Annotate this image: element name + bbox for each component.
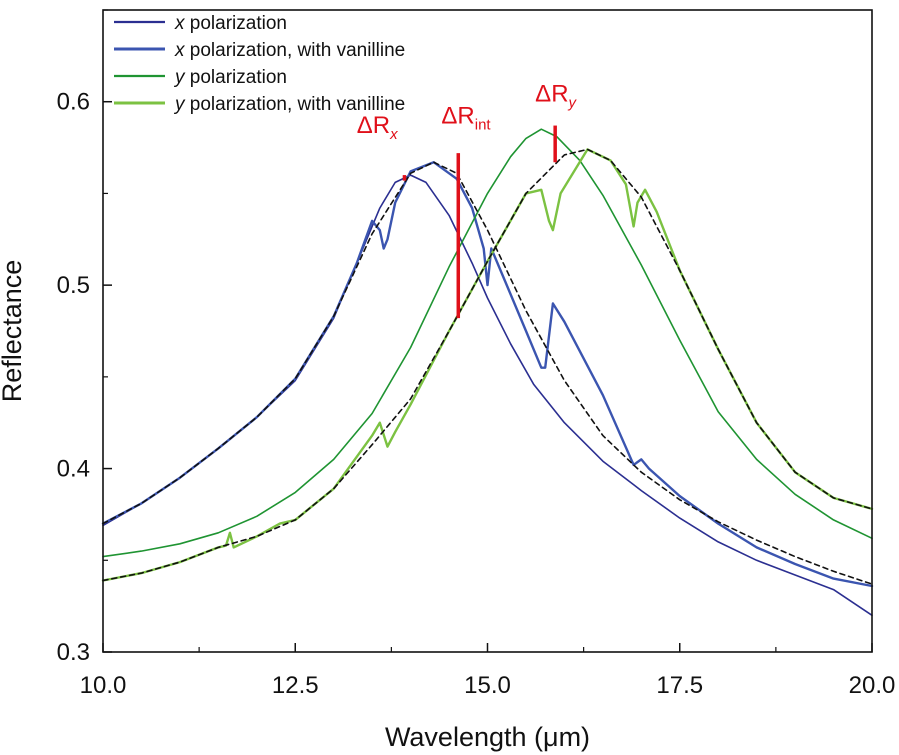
series-line-x-polarization	[102, 174, 873, 617]
series-line-y-polarization-with-vanilline	[101, 148, 874, 582]
y-axis-title: Reflectance	[0, 260, 27, 403]
x-tick-label: 10.0	[80, 672, 127, 699]
series-line-y-polarization	[102, 128, 873, 558]
y-tick-label: 0.6	[57, 89, 90, 116]
series-line-lorentzian-fit-y	[102, 148, 873, 582]
x-tick-label: 20.0	[849, 672, 896, 699]
x-axis-title: Wavelength (μm)	[385, 722, 590, 752]
series-line-x-polarization-with-vanilline	[101, 160, 874, 588]
x-tick-label: 12.5	[272, 672, 319, 699]
series-line-lorentzian-fit-x	[102, 161, 873, 585]
delta-r-x-label: ΔRx	[357, 112, 398, 143]
delta-r-int-label: ΔRint	[441, 103, 491, 134]
legend: x polarization x polarization, with vanil…	[114, 13, 405, 115]
delta-r-y-label: ΔRy	[535, 81, 577, 112]
series-layer	[101, 128, 874, 617]
annotation-layer: ΔRx ΔRint ΔRy	[357, 81, 578, 319]
y-tick-label: 0.3	[57, 639, 90, 666]
ticks-layer: 10.0 12.5 15.0 17.5 20.0 0.3 0.4 0.5 0.6	[57, 9, 896, 699]
x-tick-label: 15.0	[464, 672, 511, 699]
legend-entry: y polarization	[173, 67, 287, 88]
y-tick-label: 0.5	[57, 272, 90, 299]
legend-entry: x polarization, with vanilline	[174, 40, 405, 61]
y-tick-label: 0.4	[57, 456, 90, 483]
x-tick-label: 17.5	[656, 672, 703, 699]
legend-entry: x polarization	[174, 13, 287, 34]
legend-entry: y polarization, with vanilline	[173, 94, 405, 115]
